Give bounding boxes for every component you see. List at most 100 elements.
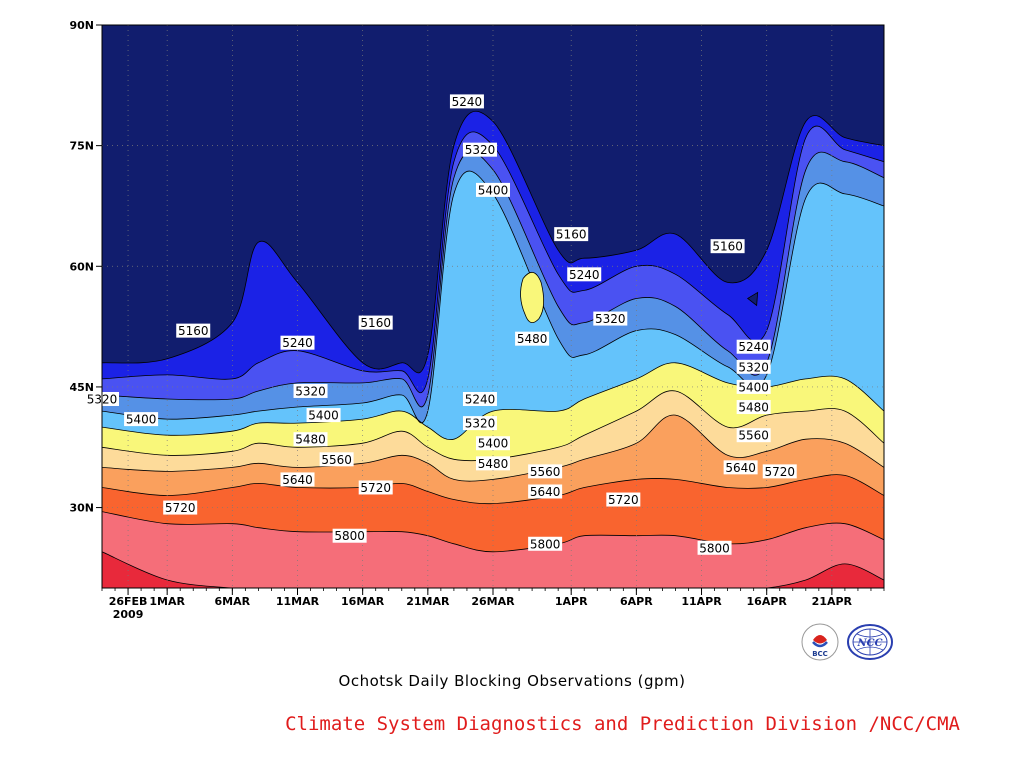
contour-label-box bbox=[736, 359, 771, 374]
contour-label-text: 5480 bbox=[738, 401, 769, 415]
contour-label-text: 5560 bbox=[321, 453, 352, 467]
feature-5160 bbox=[746, 291, 759, 307]
contour-label-box bbox=[280, 472, 315, 487]
contour-features bbox=[520, 272, 759, 323]
y-tick-label: 60N bbox=[69, 260, 94, 273]
contour-label: 5240 bbox=[462, 391, 497, 406]
contour-label: 5240 bbox=[567, 267, 602, 282]
contour-label-text: 5240 bbox=[569, 268, 600, 282]
chart-title: Ochotsk Daily Blocking Observations (gpm… bbox=[338, 672, 686, 690]
contour-label-text: 5640 bbox=[725, 461, 756, 475]
contour-label-text: 5400 bbox=[126, 413, 157, 427]
contour-label: 5480 bbox=[293, 432, 328, 447]
contour-band-5880 bbox=[102, 551, 884, 588]
contour-label: 5640 bbox=[723, 460, 758, 475]
x-tick-label: 16MAR bbox=[341, 595, 385, 608]
contour-label-box bbox=[515, 331, 550, 346]
contour-label-box bbox=[176, 323, 211, 338]
contour-label-text: 5480 bbox=[478, 457, 509, 471]
contour-label-text: 5160 bbox=[712, 240, 743, 254]
contour-label: 5400 bbox=[736, 379, 771, 394]
contour-band-5800 bbox=[102, 511, 884, 588]
x-tick-label: 1APR bbox=[555, 595, 588, 608]
contour-label-text: 5240 bbox=[452, 95, 483, 109]
contour-label-box bbox=[567, 267, 602, 282]
contour-label-text: 5720 bbox=[764, 465, 795, 479]
contour-line-5320 bbox=[102, 151, 884, 408]
contour-label-box bbox=[606, 492, 641, 507]
contour-line-5640 bbox=[102, 414, 884, 482]
footer-credit: Climate System Diagnostics and Predictio… bbox=[285, 713, 960, 735]
y-tick-label: 75N bbox=[69, 140, 94, 153]
contour-label-box bbox=[476, 456, 510, 471]
contour-label-box bbox=[319, 452, 354, 467]
contour-label: 5160 bbox=[176, 323, 211, 338]
contour-label: 5320 bbox=[462, 416, 497, 431]
y-axis: 30N 45N 60N 75N 90N bbox=[69, 19, 102, 515]
contour-line-5800 bbox=[102, 511, 884, 553]
contour-label-text: 5800 bbox=[699, 541, 730, 555]
x-tick-label: 21MAR bbox=[406, 595, 450, 608]
contour-label-box bbox=[293, 383, 328, 398]
contour-label-box bbox=[736, 339, 771, 354]
contour-line-5720 bbox=[102, 474, 884, 505]
ncc-logo-text: NCC bbox=[856, 638, 882, 649]
contour-label-text: 5400 bbox=[478, 437, 509, 451]
contour-label-box bbox=[476, 436, 510, 451]
contour-label: 5320 bbox=[736, 359, 771, 374]
contour-label-text: 5320 bbox=[465, 417, 496, 431]
contour-label: 5320 bbox=[593, 311, 628, 326]
contour-label: 5720 bbox=[163, 500, 198, 515]
contour-label: 5160 bbox=[554, 227, 589, 242]
contour-label-box bbox=[593, 311, 628, 326]
contour-line-5240 bbox=[102, 125, 884, 394]
contour-label-box bbox=[449, 94, 484, 109]
x-tick-label: 26FEB bbox=[109, 595, 148, 608]
contour-label: 5560 bbox=[736, 428, 771, 443]
contour-label: 5240 bbox=[449, 94, 484, 109]
contour-label-text: 5320 bbox=[465, 143, 496, 157]
contour-label-box bbox=[462, 142, 497, 157]
contour-label-box bbox=[762, 464, 797, 479]
contour-label: 5720 bbox=[606, 492, 641, 507]
contour-labels: 5160 5240 5160 5320 5400 5320 5400 5480 5560 5640… bbox=[85, 94, 797, 555]
contour-label: 5160 bbox=[358, 315, 393, 330]
contour-label: 5480 bbox=[515, 331, 550, 346]
contour-label: 5560 bbox=[319, 452, 354, 467]
x-tick-label: 6APR bbox=[620, 595, 653, 608]
contour-label-text: 5320 bbox=[738, 360, 769, 374]
contour-label-text: 5560 bbox=[738, 429, 769, 443]
bcc-logo-text: BCC bbox=[812, 650, 828, 658]
contour-label-box bbox=[528, 464, 563, 479]
contour-label-text: 5720 bbox=[360, 481, 391, 495]
contour-label-text: 5320 bbox=[295, 384, 326, 398]
contour-label-box bbox=[462, 416, 497, 431]
contour-label-box bbox=[736, 379, 771, 394]
x-tick-label: 6MAR bbox=[215, 595, 251, 608]
contour-label-box bbox=[723, 460, 758, 475]
contour-label: 5320 bbox=[462, 142, 497, 157]
contour-label-text: 5640 bbox=[530, 485, 561, 499]
x-tick-label: 26MAR bbox=[471, 595, 515, 608]
contour-label-text: 5800 bbox=[334, 529, 365, 543]
contour-label-text: 5240 bbox=[465, 392, 496, 406]
contour-label-box bbox=[293, 432, 328, 447]
x-tick-label: 11APR bbox=[681, 595, 722, 608]
x-tick-label: 11MAR bbox=[276, 595, 320, 608]
contour-label: 5640 bbox=[280, 472, 315, 487]
contour-label-text: 5320 bbox=[595, 312, 626, 326]
contour-label-box bbox=[528, 484, 563, 499]
bcc-logo: BCC bbox=[801, 623, 839, 661]
y-tick-label: 30N bbox=[69, 502, 94, 515]
contour-label: 5320 bbox=[293, 383, 328, 398]
contour-label-box bbox=[332, 528, 367, 543]
contour-label-text: 5640 bbox=[282, 473, 313, 487]
feature-5480 bbox=[520, 272, 545, 323]
contour-label-box bbox=[476, 182, 510, 197]
contour-label-text: 5720 bbox=[165, 501, 196, 515]
ncc-logo: NCC bbox=[847, 624, 893, 660]
contour-label: 5480 bbox=[736, 400, 771, 415]
x-tick-sublabel: 2009 bbox=[113, 608, 144, 621]
contour-label-box bbox=[554, 227, 589, 242]
